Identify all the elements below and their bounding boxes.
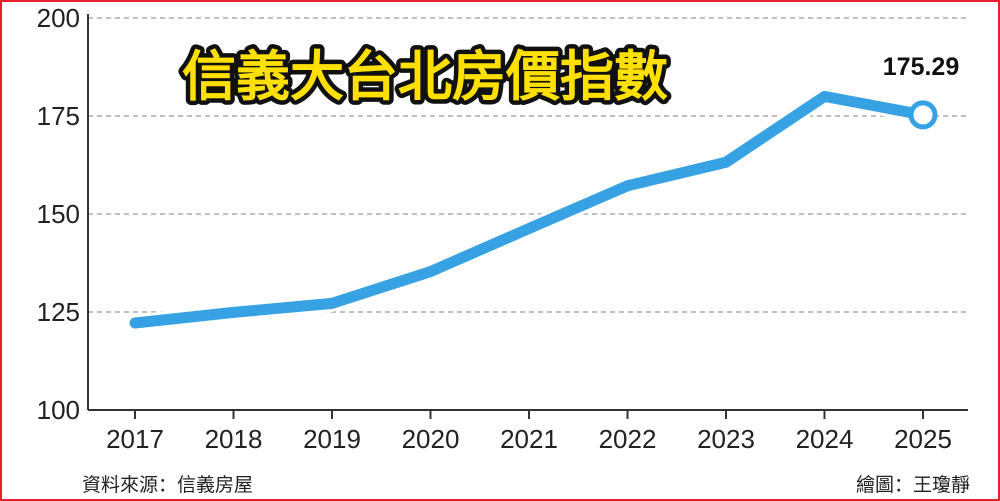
source-note: 資料來源：信義房屋 xyxy=(82,474,254,496)
series-layer xyxy=(126,87,938,332)
y-tick-label: 175 xyxy=(37,101,80,131)
x-tick-label: 2017 xyxy=(106,424,164,454)
y-tick-label: 125 xyxy=(37,297,80,327)
x-tick-label: 2020 xyxy=(402,424,460,454)
y-tick-label: 200 xyxy=(37,3,80,33)
chart-title: 信義大台北房價指數 xyxy=(182,45,668,108)
x-tick-label: 2018 xyxy=(205,424,263,454)
last-point-label: 175.29 xyxy=(883,53,959,81)
y-tick-label: 150 xyxy=(37,199,80,229)
x-tick-label: 2023 xyxy=(697,424,755,454)
last-point-marker xyxy=(908,100,938,130)
axis-layer: 100 125 150 175 200 2017 2018 2019 2020 2021 2022 2… xyxy=(37,3,968,454)
x-tick-label: 2024 xyxy=(796,424,854,454)
credit-note: 繪圖：王瓊靜 xyxy=(855,474,970,496)
label-layer: 175.29 xyxy=(883,53,959,81)
x-tick-label: 2021 xyxy=(500,424,558,454)
y-tick-label: 100 xyxy=(37,395,80,425)
x-tick-label: 2022 xyxy=(599,424,657,454)
x-tick-label: 2019 xyxy=(303,424,361,454)
x-tick-label: 2025 xyxy=(894,424,952,454)
series-line-halo xyxy=(126,87,932,332)
series-line xyxy=(129,90,929,329)
